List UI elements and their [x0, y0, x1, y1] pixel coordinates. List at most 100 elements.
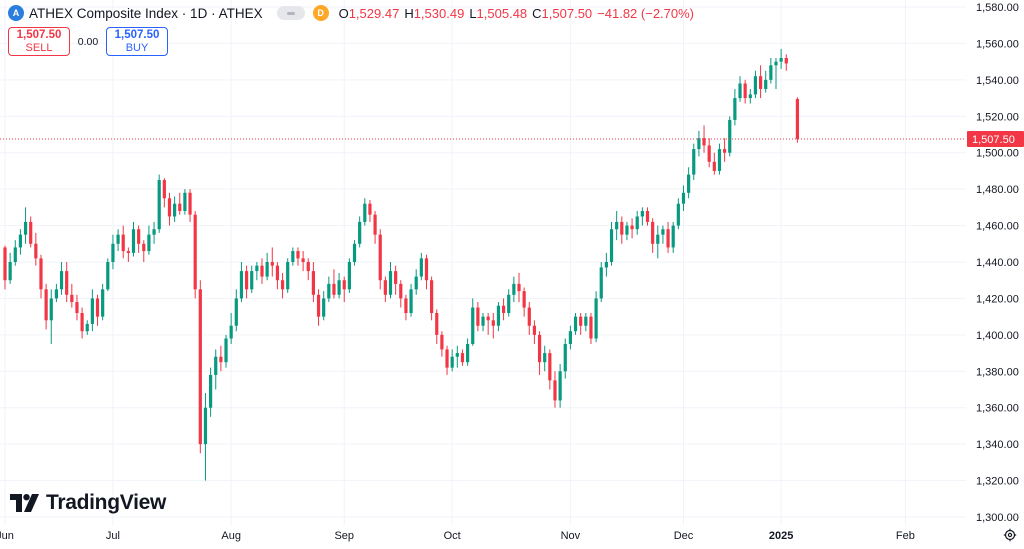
- candle: [599, 262, 603, 303]
- candle-body: [532, 325, 537, 335]
- candle: [743, 79, 747, 104]
- candle-body: [368, 203, 372, 215]
- candle-body: [337, 280, 341, 295]
- candle: [378, 229, 382, 290]
- candle: [419, 252, 423, 281]
- candle-body: [728, 119, 732, 153]
- candle: [65, 262, 69, 303]
- candle-body: [280, 280, 285, 290]
- candle: [111, 234, 115, 270]
- candle: [265, 252, 269, 281]
- candle-body: [604, 262, 608, 268]
- candle-body: [188, 192, 192, 215]
- candle: [383, 276, 387, 303]
- candle-body: [537, 334, 542, 363]
- visibility-toggle-icon[interactable]: [276, 6, 305, 20]
- candle-body: [18, 234, 23, 248]
- price-axis[interactable]: 1,300.00 1,320.00 1,340.00 1,360.00 1,380.00…: [967, 2, 1024, 524]
- candle: [234, 289, 238, 332]
- time-tick-label: Sep: [334, 530, 354, 542]
- candle-body: [594, 298, 598, 339]
- candle-body: [8, 262, 12, 281]
- candle-body: [219, 356, 223, 363]
- candle: [532, 320, 537, 344]
- candle-body: [512, 283, 516, 295]
- candle: [635, 211, 639, 235]
- candle-body: [373, 214, 377, 235]
- sell-price: 1,507.50: [16, 28, 62, 41]
- candle: [214, 349, 218, 390]
- candle-body: [347, 262, 351, 290]
- candle-body: [501, 305, 506, 313]
- candle-body: [671, 225, 675, 248]
- spread-value: 0.00: [77, 35, 99, 48]
- candle-body: [743, 83, 747, 99]
- candle: [162, 178, 166, 208]
- candle-body: [209, 374, 213, 408]
- athex-logo-icon[interactable]: A: [8, 5, 24, 21]
- candle-body: [676, 203, 680, 226]
- candle: [676, 198, 680, 230]
- price-tick-label: 1,380.00: [976, 366, 1019, 378]
- candle-body: [29, 221, 33, 244]
- candle-body: [388, 271, 393, 295]
- candle-body: [178, 203, 182, 211]
- buy-button[interactable]: 1,507.50 BUY: [106, 27, 168, 56]
- candle: [368, 200, 372, 222]
- candle: [548, 349, 552, 390]
- candle: [687, 167, 691, 199]
- candle: [481, 313, 485, 332]
- tradingview-wordmark: TradingView: [46, 491, 167, 514]
- candle: [358, 216, 362, 248]
- time-tick-label: 2025: [769, 530, 793, 542]
- tradingview-watermark[interactable]: TradingView: [10, 491, 166, 515]
- candle-body: [286, 262, 290, 290]
- interval-badge[interactable]: D: [312, 5, 329, 21]
- candle-body: [620, 221, 624, 235]
- candle-body: [615, 221, 619, 230]
- candle-body: [404, 298, 408, 313]
- candle: [239, 262, 244, 303]
- candle-body: [466, 343, 470, 363]
- candle: [152, 221, 156, 244]
- candle: [615, 211, 619, 241]
- candle: [388, 262, 393, 299]
- candle: [29, 216, 33, 248]
- candle-body: [496, 305, 501, 326]
- candle: [584, 313, 588, 332]
- candle-body: [563, 343, 567, 372]
- candle: [296, 247, 300, 266]
- candle: [80, 307, 84, 339]
- candle-body: [126, 251, 130, 253]
- candle-body: [311, 271, 315, 295]
- sell-button[interactable]: 1,507.50 SELL: [8, 27, 70, 56]
- ohlc-close-label: C: [532, 5, 542, 21]
- candle: [707, 138, 711, 168]
- candle: [116, 229, 120, 252]
- time-axis[interactable]: Jun Jul Aug Sep Oct Nov Dec 2025 Feb: [0, 530, 915, 542]
- candle-body: [239, 271, 244, 299]
- candle-body: [183, 192, 187, 211]
- candle: [466, 338, 470, 366]
- candle-body: [692, 149, 696, 175]
- gear-icon[interactable]: [1003, 528, 1017, 542]
- candle-body: [517, 283, 521, 292]
- candle-body: [316, 294, 321, 317]
- candle: [476, 302, 480, 332]
- candle-body: [54, 289, 58, 299]
- candle: [270, 247, 274, 277]
- candle-body: [697, 138, 701, 150]
- candle: [501, 298, 506, 321]
- time-tick-label: Dec: [674, 530, 694, 542]
- symbol-title[interactable]: ATHEX Composite Index · 1D · ATHEX: [29, 5, 263, 21]
- candle-body: [543, 353, 547, 363]
- candle-body: [244, 271, 249, 290]
- candle: [491, 313, 495, 339]
- candle-body: [764, 79, 768, 89]
- candle-body: [34, 243, 38, 259]
- candle-body: [90, 298, 94, 324]
- price-tick-label: 1,560.00: [976, 38, 1019, 50]
- candle: [424, 254, 429, 290]
- time-tick-label: Nov: [561, 530, 581, 542]
